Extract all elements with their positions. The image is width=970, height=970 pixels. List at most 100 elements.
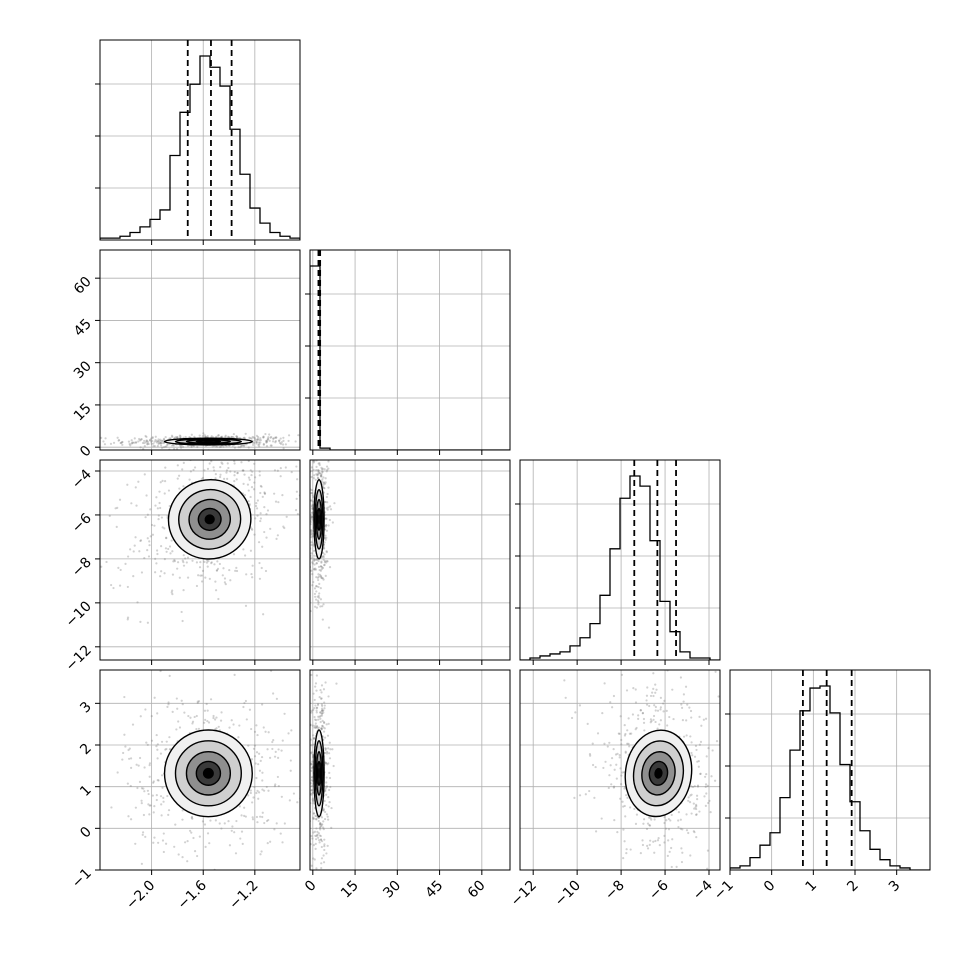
sample-point xyxy=(322,482,325,485)
tick-label: 1 xyxy=(803,878,821,896)
sample-point xyxy=(645,694,649,697)
sample-point xyxy=(256,733,259,737)
sample-point xyxy=(190,815,194,819)
sample-point xyxy=(219,466,222,469)
sample-point xyxy=(259,815,262,818)
sample-point xyxy=(573,796,576,799)
tick-label: −1 xyxy=(711,878,737,904)
sample-point xyxy=(620,738,623,742)
sample-point xyxy=(243,806,246,809)
sample-point xyxy=(150,523,154,527)
tick-label: −6 xyxy=(69,510,95,536)
sample-point xyxy=(215,727,218,730)
sample-point xyxy=(312,460,315,463)
sample-point xyxy=(655,688,658,691)
sample-point xyxy=(156,507,159,510)
sample-point xyxy=(313,587,317,590)
sample-point xyxy=(310,552,313,555)
sample-point xyxy=(139,715,142,718)
sample-point xyxy=(261,771,264,774)
sample-point xyxy=(229,579,232,582)
sample-point xyxy=(164,748,167,751)
sample-point xyxy=(289,769,292,772)
sample-point xyxy=(248,708,252,711)
tick-label: 2 xyxy=(77,741,95,759)
sample-point xyxy=(266,748,269,751)
contour-line xyxy=(315,750,323,796)
sample-point xyxy=(124,745,127,748)
sample-point xyxy=(258,769,262,772)
sample-point xyxy=(314,814,317,817)
sample-point xyxy=(204,457,206,459)
sample-point xyxy=(253,744,257,747)
density-level xyxy=(318,514,320,525)
sample-point xyxy=(319,838,323,841)
sample-point xyxy=(269,444,272,447)
sample-point xyxy=(161,439,164,442)
sample-point xyxy=(322,486,325,490)
sample-point xyxy=(323,450,325,452)
sample-point xyxy=(659,708,662,711)
sample-point xyxy=(327,460,330,463)
sample-point xyxy=(310,763,313,766)
sample-point xyxy=(325,465,329,468)
sample-point xyxy=(171,593,174,596)
sample-point xyxy=(237,736,240,739)
sample-point xyxy=(126,616,130,619)
sample-point xyxy=(259,439,262,442)
sample-point xyxy=(623,734,627,737)
sample-point xyxy=(647,816,651,819)
sample-point xyxy=(313,715,316,719)
sample-point xyxy=(623,787,626,790)
sample-point xyxy=(312,734,315,737)
sample-point xyxy=(204,718,207,721)
sample-point xyxy=(679,818,682,821)
sample-point xyxy=(311,506,314,510)
sample-point xyxy=(181,445,185,448)
sample-point xyxy=(250,486,254,489)
sample-point xyxy=(314,558,317,561)
sample-point xyxy=(318,823,322,826)
sample-point xyxy=(319,605,322,608)
sample-point xyxy=(157,438,160,441)
sample-point xyxy=(659,719,662,722)
sample-point xyxy=(313,724,317,727)
sample-point xyxy=(626,729,629,732)
sample-point xyxy=(294,509,298,512)
sample-point xyxy=(302,597,304,599)
sample-point xyxy=(717,695,720,698)
sample-point xyxy=(663,816,666,819)
sample-point xyxy=(159,442,162,445)
sample-point xyxy=(320,866,323,870)
sample-point xyxy=(158,501,161,505)
panel-frame xyxy=(519,459,721,661)
sample-point xyxy=(311,515,314,519)
sample-point xyxy=(136,601,139,604)
sample-point xyxy=(684,685,688,688)
sample-point xyxy=(165,550,168,553)
sample-point xyxy=(320,577,323,580)
sample-point xyxy=(166,444,169,447)
tick-label: −1.2 xyxy=(226,878,261,913)
sample-point xyxy=(322,578,325,581)
sample-point xyxy=(613,819,616,822)
sample-point xyxy=(323,541,326,544)
sample-point xyxy=(222,445,225,448)
sample-point xyxy=(689,794,692,797)
sample-point xyxy=(152,781,155,784)
sample-point xyxy=(685,829,689,832)
sample-point xyxy=(236,471,239,474)
sample-point xyxy=(328,771,331,774)
sample-point xyxy=(668,715,671,719)
sample-point xyxy=(313,737,316,740)
sample-point xyxy=(313,568,316,571)
sample-point xyxy=(323,487,326,490)
sample-point xyxy=(215,716,218,719)
sample-point xyxy=(174,436,177,439)
sample-point xyxy=(313,706,316,710)
sample-point xyxy=(134,441,137,444)
sample-point xyxy=(316,477,320,480)
sample-point xyxy=(315,473,318,476)
sample-point xyxy=(315,576,318,579)
sample-point xyxy=(310,766,314,769)
